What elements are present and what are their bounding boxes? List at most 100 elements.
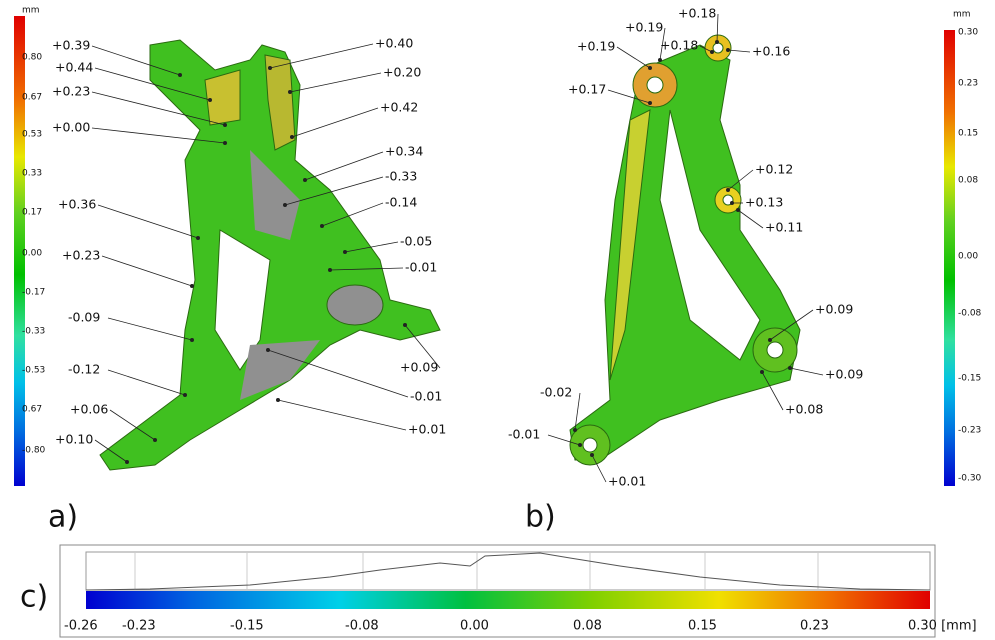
annotation: +0.19 bbox=[625, 20, 663, 35]
leader-point bbox=[283, 203, 287, 207]
leader-point bbox=[266, 348, 270, 352]
scale-label: -0.80 bbox=[22, 446, 46, 456]
leader-point bbox=[196, 236, 200, 240]
leader-point bbox=[736, 208, 740, 212]
annotation: +0.34 bbox=[385, 144, 423, 159]
annotation: +0.16 bbox=[752, 44, 790, 59]
leader-point bbox=[288, 90, 292, 94]
leader-point bbox=[590, 453, 594, 457]
leader-line bbox=[728, 50, 750, 52]
leader-point bbox=[178, 73, 182, 77]
leader-point bbox=[290, 135, 294, 139]
axis-label: 0.23 bbox=[800, 619, 829, 634]
scale-label: 0.00 bbox=[22, 249, 42, 259]
scale-label: 0.08 bbox=[958, 176, 978, 186]
leader-point bbox=[648, 66, 652, 70]
annotation: +0.01 bbox=[408, 422, 446, 437]
leader-point bbox=[223, 141, 227, 145]
annotation: +0.09 bbox=[400, 360, 438, 375]
scale-label: 0.53 bbox=[22, 130, 42, 140]
leader-point bbox=[223, 123, 227, 127]
axis-label: 0.30 [mm] bbox=[908, 619, 977, 634]
scale-label: 0.23 bbox=[958, 79, 978, 89]
leader-line bbox=[108, 318, 192, 340]
leader-line bbox=[790, 368, 823, 375]
panel-label: c) bbox=[20, 580, 48, 615]
annotation: -0.01 bbox=[508, 427, 540, 442]
annotation: -0.09 bbox=[68, 310, 100, 325]
leader-point bbox=[788, 366, 792, 370]
annotation: +0.11 bbox=[765, 220, 803, 235]
leader-point bbox=[715, 40, 719, 44]
annotation: +0.18 bbox=[660, 38, 698, 53]
annotation: +0.09 bbox=[825, 367, 863, 382]
panel-label: b) bbox=[525, 500, 556, 535]
leader-point bbox=[190, 338, 194, 342]
panel-label: a) bbox=[48, 500, 78, 535]
leader-point bbox=[268, 66, 272, 70]
leader-point bbox=[573, 428, 577, 432]
annotation: -0.01 bbox=[405, 260, 437, 275]
leader-point bbox=[726, 188, 730, 192]
leader-point bbox=[190, 284, 194, 288]
axis-label: -0.08 bbox=[345, 619, 379, 634]
leader-line bbox=[278, 400, 406, 430]
annotation: +0.00 bbox=[52, 120, 90, 135]
leader-point bbox=[153, 438, 157, 442]
scale-label: 0.67 bbox=[22, 93, 42, 103]
leader-point bbox=[648, 101, 652, 105]
annotation: +0.17 bbox=[568, 82, 606, 97]
leader-point bbox=[710, 50, 714, 54]
scale-label: 0.67 bbox=[22, 405, 42, 415]
axis-label: 0.00 bbox=[460, 619, 489, 634]
leader-line bbox=[738, 210, 763, 228]
annotation: +0.20 bbox=[383, 65, 421, 80]
scale-label: -0.23 bbox=[958, 426, 981, 436]
leader-point bbox=[760, 370, 764, 374]
scale-label: -0.53 bbox=[22, 366, 45, 376]
scale-label: 0.17 bbox=[22, 208, 42, 218]
leader-point bbox=[303, 178, 307, 182]
annotation: -0.33 bbox=[385, 169, 417, 184]
leader-point bbox=[320, 224, 324, 228]
leader-point bbox=[125, 460, 129, 464]
scale-label: 0.30 bbox=[958, 28, 978, 38]
histogram-frame bbox=[86, 552, 930, 590]
leader-line bbox=[305, 152, 383, 180]
leader-point bbox=[403, 323, 407, 327]
annotation: +0.23 bbox=[52, 84, 90, 99]
axis-label: 0.08 bbox=[573, 619, 602, 634]
leader-line bbox=[102, 256, 192, 286]
annotation: +0.19 bbox=[577, 39, 615, 54]
leader-point bbox=[276, 398, 280, 402]
leader-line bbox=[617, 47, 650, 68]
scale-label: -0.30 bbox=[958, 474, 982, 484]
annotation: -0.14 bbox=[385, 195, 417, 210]
leader-point bbox=[183, 393, 187, 397]
leader-point bbox=[768, 338, 772, 342]
leader-line bbox=[98, 205, 198, 238]
annotation: +0.13 bbox=[745, 195, 783, 210]
leader-point bbox=[328, 268, 332, 272]
annotation: +0.06 bbox=[70, 402, 108, 417]
scale-label: 0.00 bbox=[958, 252, 978, 262]
annotation: +0.10 bbox=[55, 432, 93, 447]
scale-label: 0.80 bbox=[22, 53, 42, 63]
annotation: -0.02 bbox=[540, 385, 572, 400]
annotation: +0.12 bbox=[755, 162, 793, 177]
annotation: -0.01 bbox=[410, 389, 442, 404]
leader-point bbox=[658, 58, 662, 62]
annotation: +0.08 bbox=[785, 402, 823, 417]
axis-label: 0.15 bbox=[688, 619, 717, 634]
axis-label: -0.15 bbox=[230, 619, 264, 634]
annotation: +0.39 bbox=[52, 38, 90, 53]
scale-label: -0.15 bbox=[958, 374, 981, 384]
annotation: +0.42 bbox=[380, 100, 418, 115]
leader-point bbox=[578, 443, 582, 447]
color-scale-c bbox=[86, 591, 930, 609]
annotation: +0.44 bbox=[55, 60, 93, 75]
leader-line bbox=[108, 370, 185, 395]
figure: a)b)c)mmmm0.800.670.530.330.170.00-0.17-… bbox=[0, 0, 995, 640]
scale-label: -0.17 bbox=[22, 288, 45, 298]
